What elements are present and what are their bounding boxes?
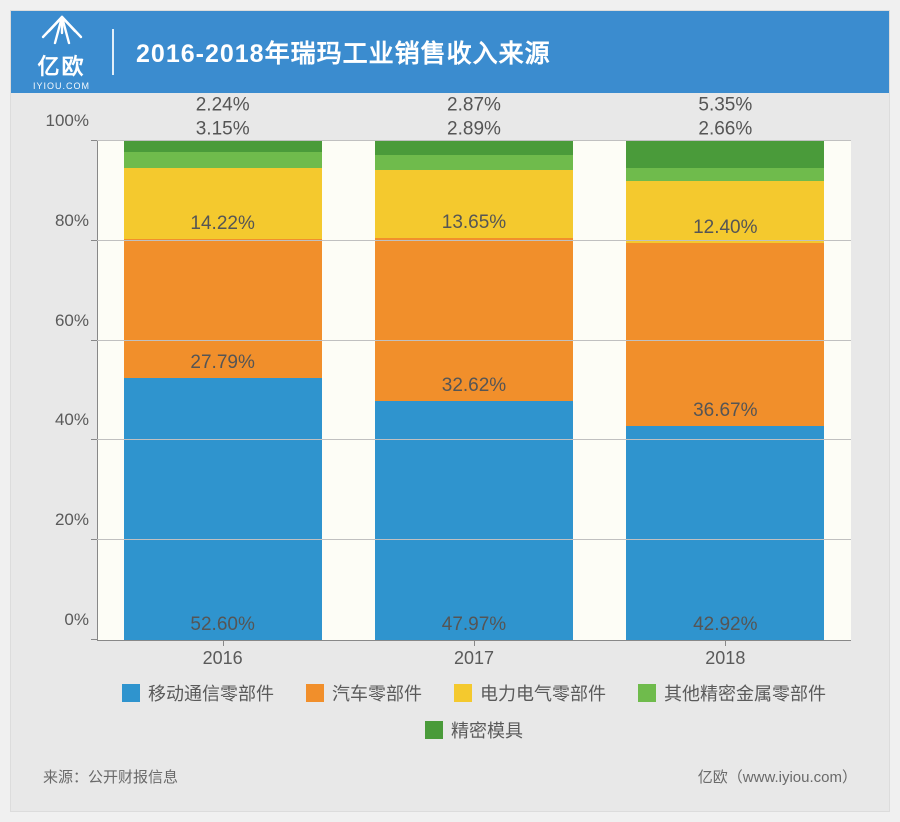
legend-item: 移动通信零部件 bbox=[122, 680, 274, 706]
x-axis-label: 2016 bbox=[124, 640, 322, 669]
grid-line bbox=[97, 240, 851, 241]
y-tick bbox=[91, 240, 97, 241]
grid-line bbox=[97, 539, 851, 540]
bar-segment: 32.62% bbox=[375, 238, 573, 401]
overflow-labels: 3.15%2.24% bbox=[124, 94, 322, 142]
bar-segment: 52.60% bbox=[124, 378, 322, 640]
y-axis-label: 0% bbox=[64, 610, 97, 630]
y-axis-label: 40% bbox=[55, 410, 97, 430]
bar: 42.92% 36.67% 12.40% bbox=[626, 141, 824, 640]
card: 亿欧 IYIOU.COM 2016-2018年瑞玛工业销售收入来源 52.60%… bbox=[10, 10, 890, 812]
legend-swatch bbox=[638, 684, 656, 702]
bar-segment: 47.97% bbox=[375, 401, 573, 640]
bar-segment bbox=[375, 141, 573, 155]
legend-item: 其他精密金属零部件 bbox=[638, 680, 826, 706]
y-tick bbox=[91, 140, 97, 141]
source-prefix: 来源： bbox=[43, 769, 88, 786]
logo: 亿欧 IYIOU.COM bbox=[33, 13, 90, 91]
bar-segment: 14.22% bbox=[124, 168, 322, 239]
bar-segment bbox=[626, 168, 824, 181]
y-axis-label: 80% bbox=[55, 211, 97, 231]
segment-label: 5.35% bbox=[626, 94, 824, 118]
logo-icon bbox=[37, 13, 87, 49]
segment-label: 2.24% bbox=[124, 94, 322, 118]
bar-segment: 42.92% bbox=[626, 426, 824, 640]
source: 来源：公开财报信息 bbox=[43, 766, 178, 787]
header-divider bbox=[112, 29, 114, 75]
segment-label: 2.66% bbox=[626, 117, 824, 141]
bar-segment: 27.79% bbox=[124, 239, 322, 378]
logo-text-cn: 亿欧 bbox=[38, 49, 86, 81]
plot-area: 52.60%27.79%14.22%3.15%2.24%201647.97%32… bbox=[97, 141, 851, 641]
legend-item: 汽车零部件 bbox=[306, 680, 422, 706]
chart: 52.60%27.79%14.22%3.15%2.24%201647.97%32… bbox=[39, 111, 861, 751]
grid-line bbox=[97, 439, 851, 440]
segment-label: 47.97% bbox=[442, 614, 506, 640]
bar-column: 47.97%32.62%13.65%2.89%2.87%2017 bbox=[375, 141, 573, 640]
segment-label: 42.92% bbox=[693, 614, 757, 640]
segment-label: 13.65% bbox=[442, 212, 506, 238]
legend-swatch bbox=[306, 684, 324, 702]
bar: 47.97% 32.62% 13.65% bbox=[375, 141, 573, 640]
y-tick bbox=[91, 340, 97, 341]
x-axis-label: 2018 bbox=[626, 640, 824, 669]
bar-segment: 12.40% bbox=[626, 181, 824, 243]
segment-label: 2.89% bbox=[375, 117, 573, 141]
header: 亿欧 IYIOU.COM 2016-2018年瑞玛工业销售收入来源 bbox=[11, 11, 889, 93]
segment-label: 32.62% bbox=[442, 375, 506, 401]
bar-segment: 36.67% bbox=[626, 243, 824, 426]
y-tick bbox=[91, 439, 97, 440]
bar-segment bbox=[124, 141, 322, 152]
y-axis-label: 60% bbox=[55, 311, 97, 331]
y-axis-label: 100% bbox=[46, 111, 97, 131]
footer: 来源：公开财报信息 亿欧（www.iyiou.com） bbox=[21, 752, 879, 801]
legend-label: 精密模具 bbox=[451, 717, 523, 743]
bar-column: 52.60%27.79%14.22%3.15%2.24%2016 bbox=[124, 141, 322, 640]
legend-label: 其他精密金属零部件 bbox=[664, 680, 826, 706]
chart-title: 2016-2018年瑞玛工业销售收入来源 bbox=[136, 34, 551, 70]
x-axis-label: 2017 bbox=[375, 640, 573, 669]
legend-item: 精密模具 bbox=[425, 717, 523, 743]
legend-swatch bbox=[425, 721, 443, 739]
legend-item: 电力电气零部件 bbox=[454, 680, 606, 706]
legend-swatch bbox=[122, 684, 140, 702]
source-text: 公开财报信息 bbox=[88, 769, 178, 786]
segment-label: 52.60% bbox=[190, 614, 254, 640]
segment-label: 36.67% bbox=[693, 400, 757, 426]
logo-text-en: IYIOU.COM bbox=[33, 81, 90, 91]
bar: 52.60% 27.79% 14.22% bbox=[124, 141, 322, 640]
legend: 移动通信零部件 汽车零部件 电力电气零部件 其他精密金属零部件精密模具 bbox=[97, 679, 851, 743]
y-axis-label: 20% bbox=[55, 510, 97, 530]
overflow-labels: 2.89%2.87% bbox=[375, 94, 573, 142]
bar-segment bbox=[124, 152, 322, 168]
legend-label: 汽车零部件 bbox=[332, 680, 422, 706]
segment-label: 2.87% bbox=[375, 94, 573, 118]
grid-line bbox=[97, 140, 851, 141]
bar-segment bbox=[375, 155, 573, 169]
segment-label: 27.79% bbox=[190, 352, 254, 378]
legend-label: 电力电气零部件 bbox=[480, 680, 606, 706]
grid-line bbox=[97, 340, 851, 341]
bar-column: 42.92%36.67%12.40%2.66%5.35%2018 bbox=[626, 141, 824, 640]
legend-label: 移动通信零部件 bbox=[148, 680, 274, 706]
segment-label: 14.22% bbox=[190, 213, 254, 239]
y-tick bbox=[91, 539, 97, 540]
bars-container: 52.60%27.79%14.22%3.15%2.24%201647.97%32… bbox=[97, 141, 851, 640]
y-tick bbox=[91, 639, 97, 640]
bar-segment bbox=[626, 141, 824, 168]
bar-segment: 13.65% bbox=[375, 170, 573, 238]
legend-swatch bbox=[454, 684, 472, 702]
segment-label: 3.15% bbox=[124, 117, 322, 141]
overflow-labels: 2.66%5.35% bbox=[626, 94, 824, 142]
credit: 亿欧（www.iyiou.com） bbox=[698, 766, 857, 787]
